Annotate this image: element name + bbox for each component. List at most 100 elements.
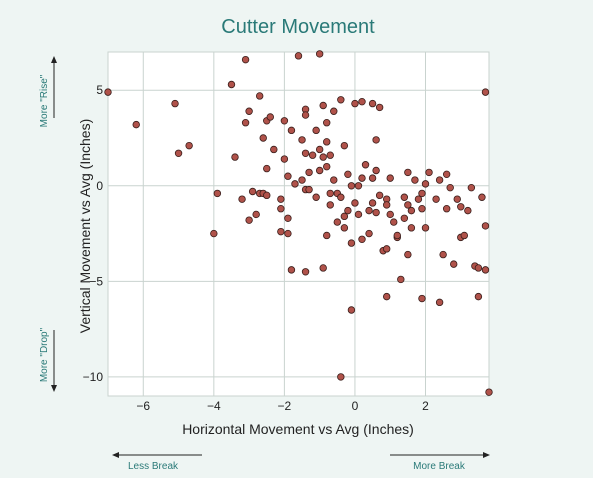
data-point — [358, 97, 366, 106]
data-point — [312, 193, 320, 201]
data-point — [344, 170, 352, 179]
more-drop-indicator: More "Drop" — [39, 327, 57, 392]
data-point — [298, 176, 306, 184]
data-point — [375, 191, 384, 200]
data-point — [407, 206, 416, 215]
data-point — [481, 88, 490, 96]
data-point — [252, 210, 260, 219]
data-point — [301, 149, 310, 157]
data-point — [351, 99, 359, 108]
data-point — [241, 55, 250, 64]
data-point — [425, 168, 433, 177]
data-point — [365, 206, 373, 215]
data-point — [326, 201, 334, 209]
data-point — [266, 113, 274, 121]
data-point — [372, 136, 380, 144]
data-point — [393, 231, 401, 240]
y-tick-label: 5 — [96, 83, 103, 97]
data-point — [277, 205, 285, 213]
data-point — [305, 168, 313, 177]
more-drop-label: More "Drop" — [39, 327, 50, 382]
data-point — [326, 189, 334, 198]
data-point — [347, 182, 356, 190]
more-break-label: More Break — [413, 461, 466, 472]
data-point — [344, 206, 352, 215]
data-point — [323, 138, 331, 146]
data-point — [319, 264, 327, 272]
data-point — [354, 182, 363, 190]
data-point — [404, 201, 412, 209]
data-point — [418, 189, 426, 198]
data-point — [263, 164, 271, 173]
data-point — [277, 195, 285, 203]
x-tick-label: 2 — [422, 399, 429, 413]
data-point — [481, 222, 490, 230]
data-point — [478, 193, 486, 201]
data-point — [368, 99, 377, 108]
data-point — [259, 134, 267, 142]
data-point — [323, 231, 331, 240]
data-point — [210, 229, 218, 238]
more-break-indicator: More Break — [390, 452, 490, 472]
data-point — [418, 294, 426, 303]
data-point — [365, 229, 373, 238]
data-point — [358, 235, 366, 243]
data-point — [435, 298, 444, 307]
data-point — [361, 161, 370, 169]
x-tick-label: −4 — [207, 399, 221, 413]
data-point — [397, 275, 405, 284]
data-point — [312, 126, 320, 135]
data-point — [280, 117, 289, 125]
data-point — [375, 103, 384, 112]
data-point — [213, 189, 222, 198]
data-point — [439, 250, 447, 259]
data-point — [284, 229, 292, 238]
data-point — [337, 373, 345, 381]
data-point — [315, 50, 324, 58]
chart-title: Cutter Movement — [221, 16, 375, 38]
data-point — [450, 260, 458, 268]
x-axis-label: Horizontal Movement vs Avg (Inches) — [182, 421, 414, 437]
data-point — [372, 166, 380, 175]
data-point — [386, 210, 394, 219]
data-point — [411, 176, 419, 184]
plot-area — [107, 51, 490, 397]
data-point — [481, 266, 490, 274]
y-tick-label: −10 — [83, 370, 104, 384]
x-tick-label: −6 — [136, 399, 150, 413]
data-point — [340, 212, 349, 221]
data-point — [407, 224, 416, 232]
data-point — [287, 266, 296, 274]
grid-lines — [108, 52, 489, 396]
data-point — [340, 141, 349, 150]
data-point — [400, 193, 409, 201]
data-points — [104, 50, 493, 396]
data-point — [323, 119, 331, 127]
data-point — [319, 153, 327, 161]
data-point — [372, 208, 380, 217]
data-point — [347, 239, 356, 247]
data-point — [330, 107, 338, 115]
data-point — [460, 231, 469, 240]
data-point — [354, 210, 363, 219]
data-point — [457, 203, 465, 211]
data-point — [248, 187, 257, 196]
less-break-indicator: Less Break — [112, 452, 202, 472]
data-point — [132, 120, 140, 129]
data-point — [280, 155, 289, 163]
y-axis-label: Vertical Movement vs Avg (Inches) — [77, 119, 93, 334]
data-point — [185, 141, 193, 150]
data-point — [382, 201, 391, 209]
data-point — [315, 166, 324, 175]
x-tick-label: −2 — [278, 399, 292, 413]
data-point — [291, 180, 299, 188]
data-point — [421, 180, 430, 188]
y-tick-label: −5 — [89, 274, 103, 288]
data-point — [474, 292, 483, 301]
data-point — [446, 183, 454, 192]
more-rise-indicator: More "Rise" — [39, 56, 57, 127]
x-tick-label: 0 — [352, 399, 359, 413]
data-point — [414, 195, 423, 203]
data-point — [308, 151, 317, 159]
